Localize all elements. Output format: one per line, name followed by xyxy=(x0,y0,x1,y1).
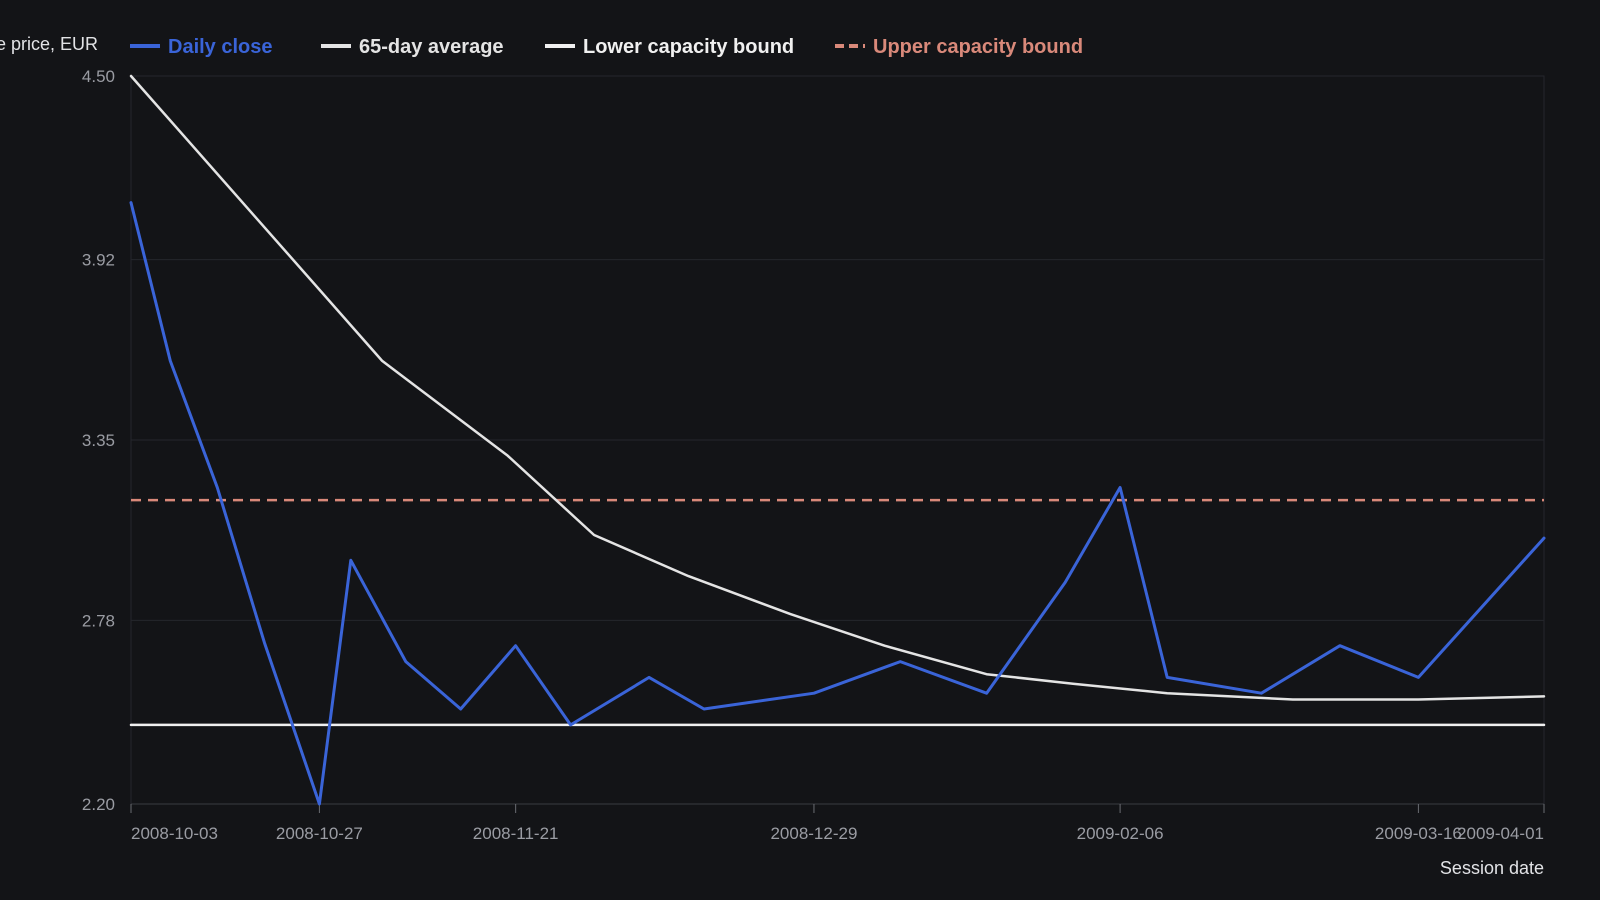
legend-item: Daily close xyxy=(130,36,273,58)
series-line-daily-close xyxy=(129,201,1546,806)
x-tick-label: 2008-11-21 xyxy=(473,824,559,843)
y-tick-label: 3.35 xyxy=(82,431,115,450)
y-tick-label: 3.92 xyxy=(82,251,115,270)
x-tick-label: 2009-04-01 xyxy=(1457,824,1544,843)
legend-item: 65-day average xyxy=(321,36,504,58)
x-tick-label: 2009-02-06 xyxy=(1077,824,1164,843)
x-tick-label: 2008-12-29 xyxy=(770,824,857,843)
legend-label: Upper capacity bound xyxy=(873,36,1083,58)
legend-item: Upper capacity bound xyxy=(835,36,1083,58)
legend-item: Lower capacity bound xyxy=(545,36,794,58)
series-line-65-day-average xyxy=(129,74,1546,701)
series-layer xyxy=(129,74,1546,806)
x-tick-label: 2008-10-03 xyxy=(131,824,218,843)
y-tick-label: 2.20 xyxy=(82,795,115,814)
y-tick-label: 2.78 xyxy=(82,611,115,630)
y-tick-label: 4.50 xyxy=(82,67,115,86)
axes: 2.20 2.78 3.35 3.92 4.50 2008-10-03 2008-10-27… xyxy=(82,67,1545,843)
legend-label: 65-day average xyxy=(359,36,504,58)
x-axis-title: Session date xyxy=(1440,858,1544,878)
x-tick-label: 2008-10-27 xyxy=(276,824,363,843)
legend-label: Lower capacity bound xyxy=(583,36,794,58)
x-tick-label: 2009-03-16 xyxy=(1375,824,1462,843)
grid xyxy=(130,75,1545,805)
legend-label: Daily close xyxy=(168,36,273,58)
legend: Daily close 65-day average Lower capacity … xyxy=(130,36,1083,58)
y-axis-title: re price, EUR xyxy=(0,34,98,54)
